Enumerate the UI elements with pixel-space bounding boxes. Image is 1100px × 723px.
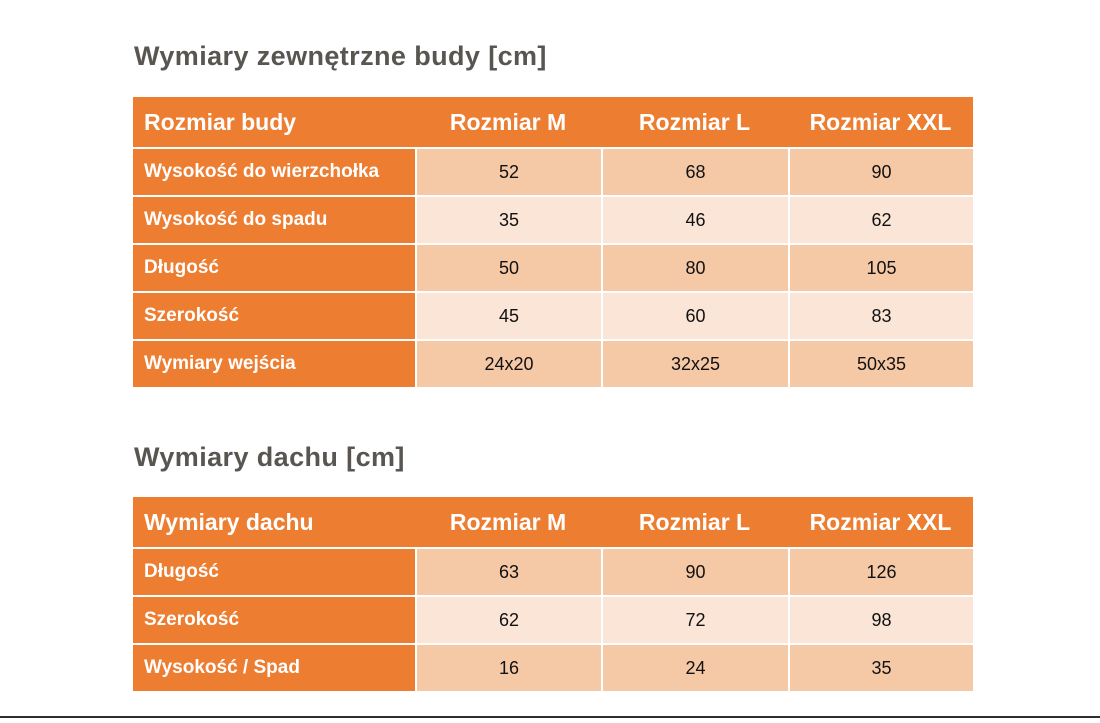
header-cell-size-m: Rozmiar M: [449, 108, 567, 135]
row-label-cell: Wymiary wejścia: [133, 341, 415, 387]
header-cell-size-m: Rozmiar M: [449, 508, 567, 535]
value-cell: 90: [603, 549, 788, 595]
row-label-cell: Długość: [133, 549, 415, 595]
header-cell-size-name: Wymiary dachu: [144, 508, 314, 535]
row-label-cell: Szerokość: [133, 293, 415, 339]
value-cell: 46: [603, 197, 788, 243]
row-label-cell: Długość: [133, 245, 415, 291]
value-cell: 80: [603, 245, 788, 291]
roof-dimensions-table: Wymiary dachu Rozmiar M Rozmiar L Rozmia…: [133, 497, 973, 691]
section-title-roof-dimensions: Wymiary dachu [cm]: [134, 442, 405, 472]
bottom-divider-line: [0, 716, 1100, 718]
header-cell-size-xxl: Rozmiar XXL: [809, 508, 952, 535]
value-cell: 24x20: [417, 341, 601, 387]
value-cell: 52: [417, 149, 601, 195]
row-label-cell: Szerokość: [133, 597, 415, 643]
outer-dimensions-table: Rozmiar budy Rozmiar M Rozmiar L Rozmiar…: [133, 97, 973, 387]
value-cell: 83: [790, 293, 973, 339]
value-cell: 72: [603, 597, 788, 643]
row-label-cell: Wysokość do spadu: [133, 197, 415, 243]
table-header-row: Rozmiar budy Rozmiar M Rozmiar L Rozmiar…: [133, 97, 973, 147]
row-label-cell: Wysokość / Spad: [133, 645, 415, 691]
value-cell: 24: [603, 645, 788, 691]
value-cell: 35: [417, 197, 601, 243]
value-cell: 32x25: [603, 341, 788, 387]
row-label-cell: Wysokość do wierzchołka: [133, 149, 415, 195]
value-cell: 62: [790, 197, 973, 243]
value-cell: 16: [417, 645, 601, 691]
table-header-row: Wymiary dachu Rozmiar M Rozmiar L Rozmia…: [133, 497, 973, 547]
header-cell-size-xxl: Rozmiar XXL: [809, 108, 952, 135]
value-cell: 62: [417, 597, 601, 643]
table-body: Wysokość do wierzchołka 52 68 90 Wysokość do…: [133, 149, 973, 387]
section-title-outer-dimensions: Wymiary zewnętrzne budy [cm]: [134, 41, 547, 71]
value-cell: 68: [603, 149, 788, 195]
header-cell-size-name: Rozmiar budy: [144, 108, 297, 135]
value-cell: 98: [790, 597, 973, 643]
value-cell: 105: [790, 245, 973, 291]
value-cell: 45: [417, 293, 601, 339]
value-cell: 50x35: [790, 341, 973, 387]
table-body: Długość 63 90 126 Szerokość 62 72 98 Wysokość / …: [133, 549, 973, 691]
header-cell-size-l: Rozmiar L: [638, 508, 751, 535]
value-cell: 60: [603, 293, 788, 339]
value-cell: 63: [417, 549, 601, 595]
value-cell: 35: [790, 645, 973, 691]
value-cell: 90: [790, 149, 973, 195]
value-cell: 126: [790, 549, 973, 595]
value-cell: 50: [417, 245, 601, 291]
header-cell-size-l: Rozmiar L: [638, 108, 751, 135]
